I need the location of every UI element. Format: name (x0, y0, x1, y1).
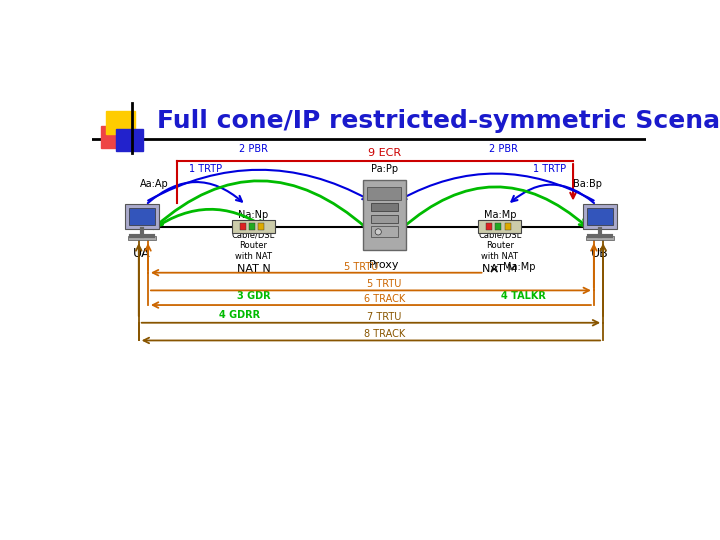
Text: 3 GDR: 3 GDR (237, 291, 270, 301)
Text: Ba:Bp: Ba:Bp (572, 179, 601, 189)
Bar (129, 208, 155, 225)
Bar (240, 224, 246, 230)
Text: 9 ECR: 9 ECR (368, 148, 401, 158)
Text: 1 TRTP: 1 TRTP (189, 164, 222, 174)
Circle shape (375, 229, 382, 235)
Text: 2 PBR: 2 PBR (490, 145, 518, 154)
Bar (106, 111, 135, 134)
Text: Proxy: Proxy (369, 260, 400, 270)
Bar (125, 204, 159, 229)
Bar (505, 224, 510, 230)
Text: 4 GDRR: 4 GDRR (219, 310, 260, 320)
Text: 5 TRTU: 5 TRTU (344, 261, 379, 272)
Bar (371, 215, 398, 222)
Text: NAT N: NAT N (237, 264, 271, 274)
Bar (128, 236, 156, 240)
Text: ×: × (488, 264, 499, 277)
Text: UB: UB (591, 247, 609, 260)
Bar (371, 204, 398, 211)
Text: 8 TRACK: 8 TRACK (364, 329, 405, 339)
Text: Full cone/IP restricted-symmetric Scenario: Full cone/IP restricted-symmetric Scenar… (157, 109, 720, 133)
Bar (101, 126, 126, 148)
Text: 6 TRACK: 6 TRACK (364, 294, 405, 304)
Text: Ma:Mp: Ma:Mp (503, 261, 536, 272)
Text: Cable/DSL
Router
with NAT: Cable/DSL Router with NAT (232, 231, 275, 261)
Text: Aa:Ap: Aa:Ap (140, 179, 169, 189)
Text: Ma:Mp: Ma:Mp (484, 210, 516, 220)
Bar (258, 224, 264, 230)
Bar (371, 226, 398, 237)
Bar (249, 224, 255, 230)
Text: 5 TRTU: 5 TRTU (367, 279, 402, 289)
Bar (495, 224, 501, 230)
Text: 7 TRTU: 7 TRTU (367, 312, 402, 322)
Bar (363, 180, 406, 249)
Text: 1 TRTP: 1 TRTP (534, 164, 567, 174)
Bar (586, 236, 614, 240)
Text: Pa:Pp: Pa:Pp (371, 164, 398, 174)
Bar (587, 208, 613, 225)
Bar (117, 130, 143, 151)
Bar (232, 220, 275, 233)
Bar (478, 220, 521, 233)
Text: NAT M: NAT M (482, 264, 518, 274)
Text: Cable/DSL
Router
with NAT: Cable/DSL Router with NAT (478, 231, 521, 261)
Bar (583, 204, 617, 229)
Text: Na:Np: Na:Np (238, 210, 269, 220)
Bar (486, 224, 492, 230)
Text: 4 TALKR: 4 TALKR (500, 291, 546, 301)
Text: 2 PBR: 2 PBR (239, 145, 268, 154)
Text: UA: UA (133, 247, 150, 260)
Bar (367, 187, 401, 200)
